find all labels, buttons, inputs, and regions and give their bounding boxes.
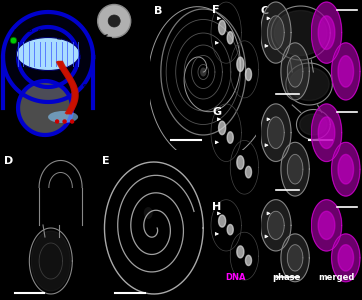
Text: merged: merged [319,273,355,282]
Text: f: f [125,53,127,58]
Text: e: e [83,83,87,88]
Circle shape [98,4,131,38]
Polygon shape [268,16,284,50]
Polygon shape [318,211,335,239]
Polygon shape [311,200,342,251]
Polygon shape [219,20,226,35]
Polygon shape [245,166,252,178]
Text: b: b [27,28,31,32]
Polygon shape [31,231,70,291]
Circle shape [62,119,67,124]
Polygon shape [311,2,342,63]
Polygon shape [338,245,354,271]
Polygon shape [332,43,360,100]
Polygon shape [318,117,335,148]
Polygon shape [227,132,233,143]
Text: H: H [212,202,222,212]
Text: DNA: DNA [225,273,245,282]
Polygon shape [261,200,291,251]
Polygon shape [261,2,291,63]
Polygon shape [281,43,309,100]
Polygon shape [332,142,360,196]
Polygon shape [237,57,244,71]
Polygon shape [237,246,244,258]
Circle shape [144,207,153,219]
Polygon shape [281,142,309,196]
Polygon shape [219,215,226,227]
Polygon shape [219,121,226,135]
Text: A: A [3,3,12,13]
Polygon shape [281,234,309,282]
Text: G: G [212,107,222,117]
Polygon shape [318,16,335,50]
Polygon shape [300,114,327,135]
Text: d: d [57,37,61,41]
Text: F: F [212,5,220,15]
Text: B: B [155,6,163,16]
Circle shape [108,15,120,27]
Circle shape [10,37,17,44]
Text: a: a [13,28,17,32]
Polygon shape [3,12,93,102]
Polygon shape [332,234,360,282]
Polygon shape [237,156,244,169]
Circle shape [70,119,74,124]
Polygon shape [268,211,284,239]
Polygon shape [245,68,252,81]
Circle shape [200,68,206,76]
Polygon shape [245,255,252,266]
Polygon shape [287,154,303,184]
Ellipse shape [17,38,80,70]
Polygon shape [227,32,233,44]
Polygon shape [287,245,303,271]
Polygon shape [338,56,354,87]
Text: C: C [261,6,269,16]
Ellipse shape [48,111,78,123]
Polygon shape [311,104,342,161]
Polygon shape [338,154,354,184]
Text: c: c [38,28,41,32]
Circle shape [55,119,59,124]
Polygon shape [268,117,284,148]
Polygon shape [289,68,329,100]
Text: phase: phase [272,273,300,282]
Polygon shape [18,81,72,135]
Text: E: E [102,156,110,166]
Polygon shape [287,56,303,87]
Polygon shape [274,11,327,56]
Polygon shape [261,104,291,161]
Text: D: D [4,156,13,166]
Polygon shape [227,224,233,235]
